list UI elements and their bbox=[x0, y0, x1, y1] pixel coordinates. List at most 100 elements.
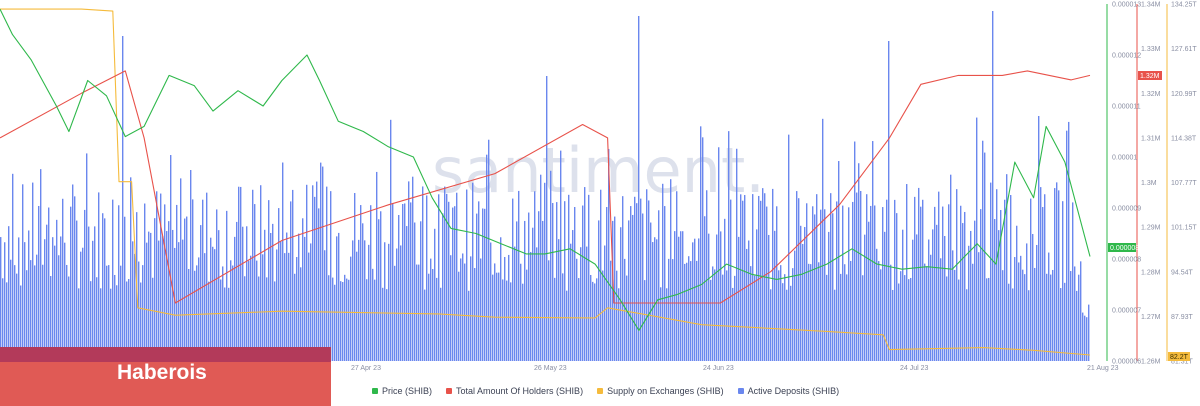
legend-item-deposits[interactable]: Active Deposits (SHIB) bbox=[737, 386, 839, 396]
deposit-bar bbox=[68, 276, 70, 361]
deposit-bar bbox=[470, 256, 472, 361]
deposit-bar bbox=[890, 264, 892, 361]
deposit-bar bbox=[700, 126, 702, 362]
deposit-bar bbox=[848, 207, 850, 361]
deposit-bar bbox=[898, 283, 900, 361]
deposit-bar bbox=[640, 198, 642, 361]
series-lines bbox=[0, 8, 1091, 356]
deposit-bar bbox=[154, 218, 156, 361]
supply-axis-tick: 127.61T bbox=[1171, 46, 1197, 53]
legend-item-price[interactable]: Price (SHIB) bbox=[372, 386, 432, 396]
deposit-bar bbox=[812, 206, 814, 361]
deposit-bar bbox=[266, 277, 268, 361]
deposit-bar bbox=[926, 266, 928, 361]
deposit-bar bbox=[320, 162, 322, 361]
deposit-bar bbox=[614, 216, 616, 361]
deposit-bar bbox=[368, 244, 370, 361]
deposit-bar bbox=[586, 246, 588, 361]
deposit-bar bbox=[936, 224, 938, 361]
deposit-bar bbox=[796, 191, 798, 361]
deposit-bar bbox=[196, 265, 198, 361]
deposit-bar bbox=[20, 285, 22, 361]
deposit-bar bbox=[442, 213, 444, 361]
deposit-bar bbox=[300, 267, 302, 361]
deposit-bar bbox=[958, 279, 960, 361]
deposit-bar bbox=[1058, 190, 1060, 361]
deposit-bar bbox=[618, 288, 620, 361]
deposit-bar bbox=[686, 262, 688, 361]
deposit-bar bbox=[220, 279, 222, 361]
deposit-bar bbox=[338, 232, 340, 361]
deposit-bar bbox=[768, 234, 770, 361]
deposit-bar bbox=[62, 198, 64, 361]
deposit-bar bbox=[1042, 207, 1044, 361]
deposit-bar bbox=[910, 277, 912, 361]
deposit-bar bbox=[44, 239, 46, 361]
deposit-bar bbox=[192, 199, 194, 361]
deposit-bar bbox=[1060, 288, 1062, 361]
deposit-bar bbox=[836, 201, 838, 361]
deposit-bar bbox=[752, 194, 754, 361]
supply-axis-tick: 94.54T bbox=[1171, 269, 1194, 276]
deposit-bar bbox=[658, 210, 660, 361]
deposit-bar bbox=[842, 205, 844, 361]
deposit-bar bbox=[456, 192, 458, 361]
deposit-bar bbox=[494, 263, 496, 361]
deposit-bar bbox=[198, 257, 200, 361]
deposit-bar bbox=[332, 277, 334, 361]
deposit-bar bbox=[772, 188, 774, 361]
deposit-bar bbox=[598, 220, 600, 361]
deposit-bar bbox=[106, 265, 108, 361]
deposit-bar bbox=[774, 230, 776, 361]
deposit-bar bbox=[816, 194, 818, 361]
deposit-bar bbox=[916, 234, 918, 361]
deposit-bar bbox=[212, 246, 214, 361]
deposit-bar bbox=[660, 287, 662, 361]
deposit-bar bbox=[184, 218, 186, 361]
deposit-bar bbox=[952, 250, 954, 361]
deposit-bar bbox=[942, 206, 944, 361]
legend-item-holders[interactable]: Total Amount Of Holders (SHIB) bbox=[446, 386, 583, 396]
deposit-bar bbox=[962, 223, 964, 361]
price-axis-tick: 0.000008 bbox=[1112, 257, 1141, 264]
x-axis-tick: 27 Apr 23 bbox=[351, 365, 381, 372]
deposit-bar bbox=[1046, 273, 1048, 361]
deposit-bar bbox=[90, 281, 92, 361]
deposit-bar bbox=[972, 263, 974, 361]
brand-label: Haberois bbox=[117, 361, 207, 384]
deposit-bar bbox=[690, 261, 692, 361]
deposit-bar bbox=[80, 251, 82, 361]
deposit-bar bbox=[430, 258, 432, 361]
deposit-bar bbox=[280, 241, 282, 361]
deposit-bar bbox=[734, 275, 736, 361]
deposit-bar bbox=[478, 201, 480, 361]
deposit-bar bbox=[356, 251, 358, 361]
deposit-bar bbox=[560, 150, 562, 361]
legend-item-supply[interactable]: Supply on Exchanges (SHIB) bbox=[597, 386, 724, 396]
deposit-bar bbox=[308, 252, 310, 361]
deposit-bar bbox=[352, 240, 354, 361]
deposit-bar bbox=[380, 211, 382, 361]
deposit-bar bbox=[548, 260, 550, 361]
deposit-bar bbox=[1056, 182, 1058, 361]
deposit-bar bbox=[956, 189, 958, 361]
deposit-bar bbox=[488, 139, 490, 361]
deposit-bar bbox=[152, 277, 154, 361]
deposit-bar bbox=[382, 287, 384, 361]
holders-axis-tick: 1.34M bbox=[1141, 2, 1161, 9]
deposit-bar bbox=[1034, 267, 1036, 361]
deposit-bar bbox=[452, 207, 454, 361]
deposit-bar bbox=[766, 206, 768, 361]
deposit-bar bbox=[390, 119, 392, 361]
deposit-bar bbox=[486, 154, 488, 361]
deposit-bar bbox=[522, 283, 524, 361]
holders-axis-tick: 1.27M bbox=[1141, 314, 1161, 321]
active-deposits-bars bbox=[0, 11, 1090, 362]
deposit-bar bbox=[596, 278, 598, 361]
deposit-bar bbox=[632, 214, 634, 361]
deposit-bar bbox=[24, 242, 26, 361]
deposit-bar bbox=[440, 287, 442, 361]
deposit-bar bbox=[862, 275, 864, 361]
deposit-bar bbox=[484, 208, 486, 361]
deposit-bar bbox=[244, 276, 246, 361]
